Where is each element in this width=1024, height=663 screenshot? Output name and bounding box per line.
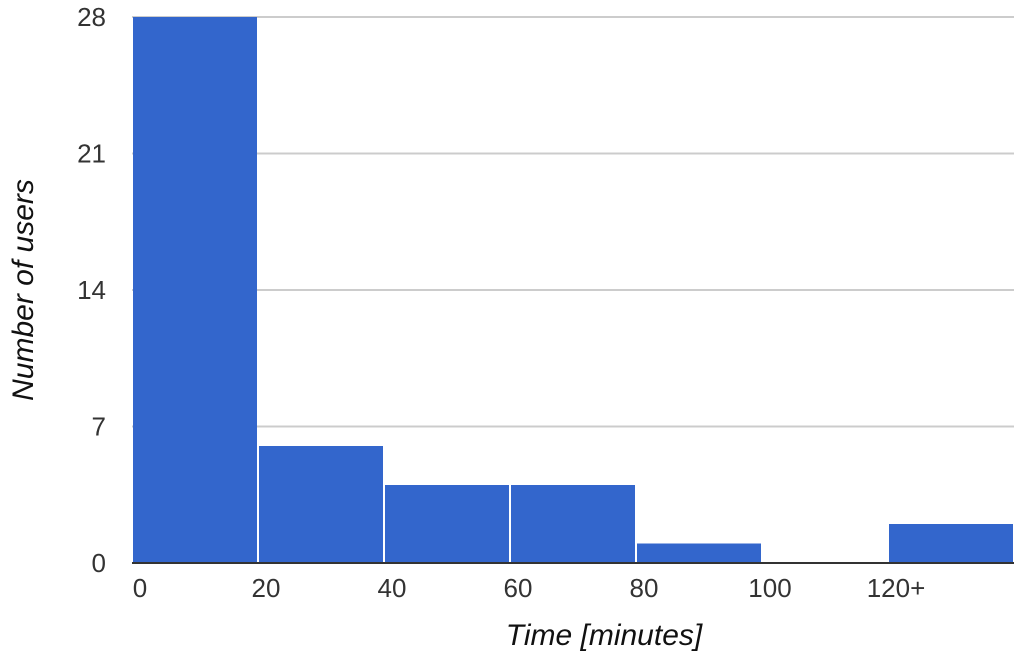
y-tick-label: 14 — [77, 275, 106, 305]
y-axis-title: Number of users — [7, 179, 40, 401]
y-tick-label: 21 — [77, 139, 106, 169]
y-tick-label: 28 — [77, 2, 106, 32]
bar — [511, 485, 635, 563]
x-tick-label: 20 — [252, 573, 281, 603]
bar — [385, 485, 509, 563]
x-tick-label: 120+ — [867, 573, 926, 603]
gridlines — [132, 16, 1014, 428]
x-tick-label: 60 — [504, 573, 533, 603]
bar — [637, 543, 761, 563]
bars — [133, 17, 1013, 563]
y-tick-label: 7 — [92, 412, 106, 442]
bar — [259, 446, 383, 563]
x-tick-labels: 0 20 40 60 80 100 120+ — [133, 573, 926, 603]
x-axis-title: Time [minutes] — [506, 619, 703, 652]
bar — [889, 524, 1013, 563]
x-tick-label: 0 — [133, 573, 147, 603]
x-tick-label: 40 — [378, 573, 407, 603]
bar — [133, 17, 257, 563]
x-tick-label: 100 — [748, 573, 791, 603]
y-tick-labels: 0 7 14 21 28 — [77, 2, 106, 578]
x-tick-label: 80 — [630, 573, 659, 603]
y-tick-label: 0 — [92, 548, 106, 578]
